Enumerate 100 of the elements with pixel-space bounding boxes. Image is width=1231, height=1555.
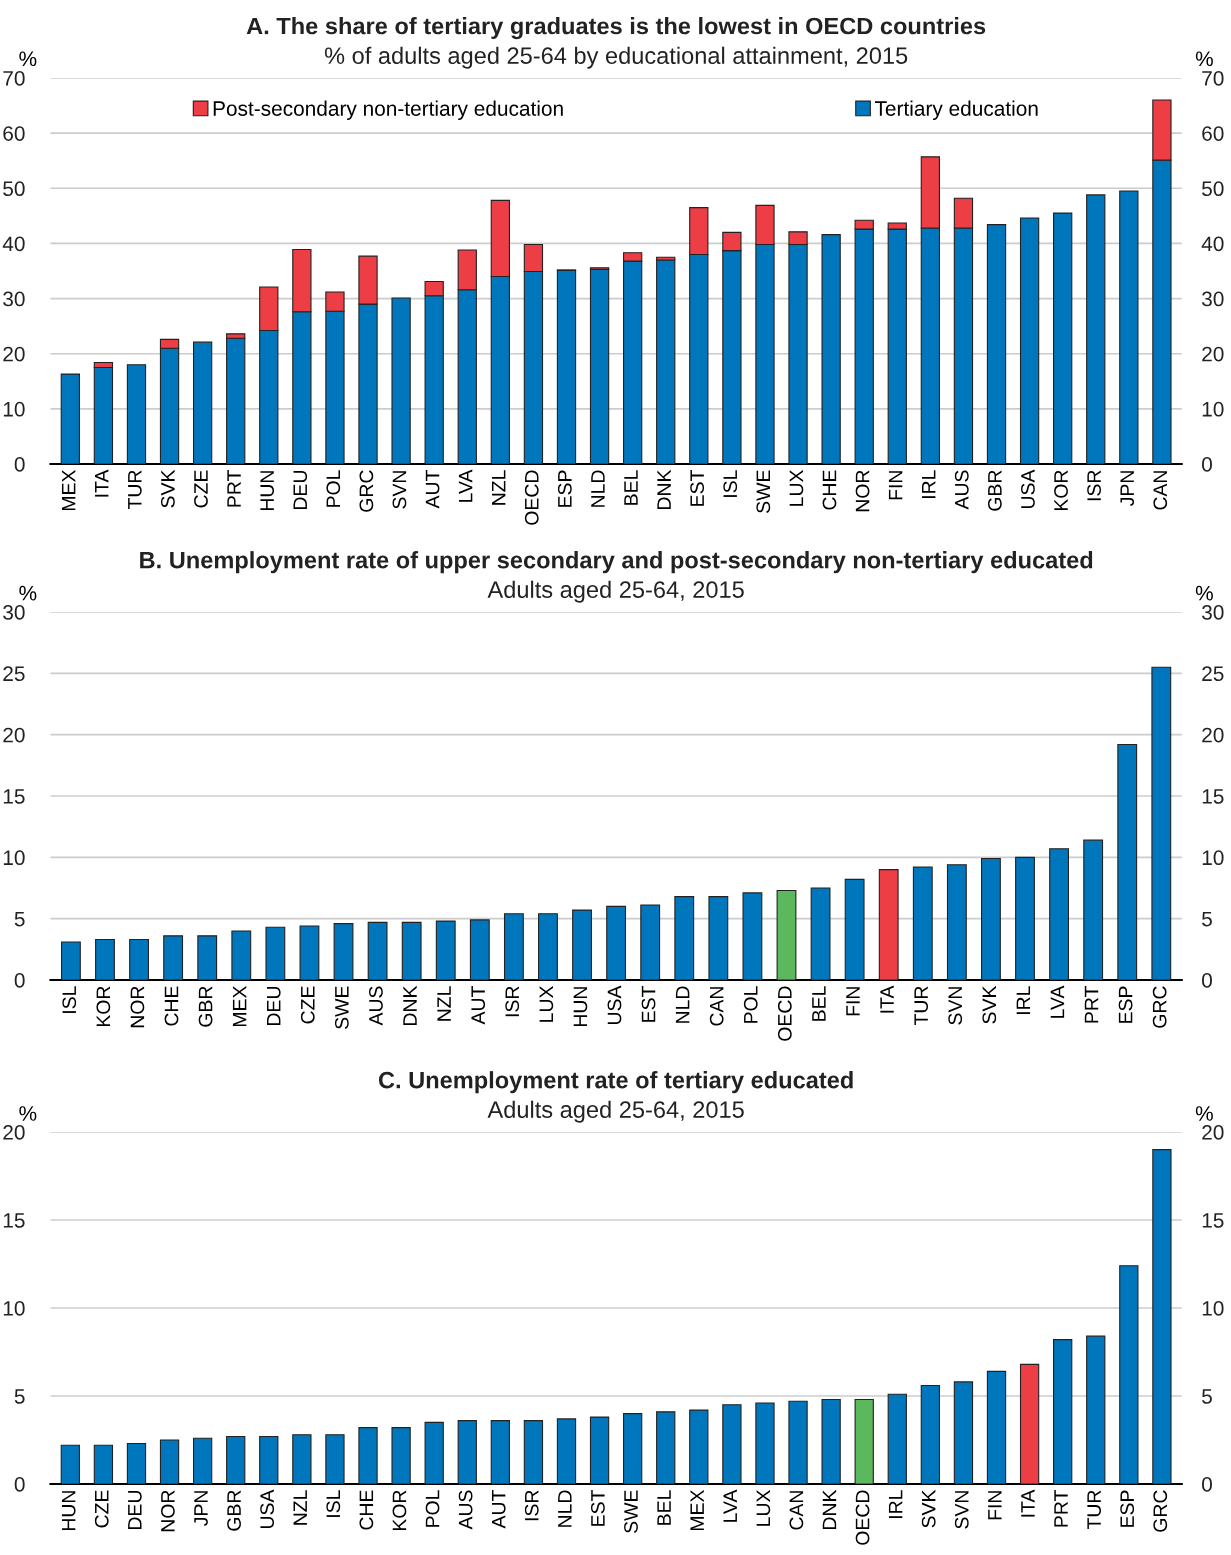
x-tick-label: POL	[326, 470, 341, 507]
x-tick-label: ISL	[326, 1490, 341, 1517]
bar	[1086, 194, 1106, 464]
x-tick-label: DNK	[403, 985, 417, 1026]
x-tick-label: IRL	[1016, 986, 1031, 1015]
bar	[656, 259, 676, 464]
x-tick-label: SVK	[161, 469, 175, 508]
x-tick-label: CHE	[822, 470, 837, 510]
x-tick-label: LVA	[723, 1489, 737, 1522]
x-tick-label: EST	[591, 1490, 605, 1526]
x-tick-label: CZE	[94, 1490, 109, 1528]
bar	[572, 909, 592, 980]
y2-tick-label: 5	[1202, 911, 1212, 927]
x-tick-label: GBR	[987, 470, 1002, 511]
x-tick-label: PRT	[227, 470, 241, 507]
bar	[325, 1434, 345, 1484]
bar	[1015, 856, 1035, 980]
x-tick-label: BEL	[624, 470, 638, 505]
x-tick-label: ISL	[723, 470, 738, 497]
x-tick-label: AUS	[458, 1490, 473, 1530]
x-tick-label: NOR	[855, 470, 870, 512]
x-tick-label: LUX	[789, 469, 804, 506]
x-tick-label: TUR	[914, 986, 929, 1026]
y-axis-title: %	[19, 51, 37, 67]
y2-tick-label: 20	[1202, 1125, 1224, 1140]
bar	[556, 269, 577, 464]
x-tick-label: CAN	[709, 987, 724, 1026]
x-tick-label: MEX	[232, 985, 247, 1027]
x-tick-label: GRC	[359, 470, 374, 512]
x-tick-label: SVK	[982, 985, 997, 1024]
x-tick-label: NLD	[591, 470, 605, 507]
bar	[163, 935, 184, 980]
x-tick-label: ESP	[1118, 986, 1133, 1023]
y2-axis-title: %	[1195, 51, 1213, 67]
bar	[589, 268, 610, 464]
bar	[192, 1437, 213, 1484]
x-tick-label: GRC	[1152, 986, 1167, 1028]
x-tick-label: AUS	[369, 986, 383, 1026]
bar	[1117, 743, 1138, 980]
x-tick-label: NZL	[293, 1490, 307, 1525]
x-tick-label: GBR	[227, 1490, 241, 1531]
bar	[424, 1421, 444, 1484]
bar	[333, 923, 354, 980]
x-tick-label: SVN	[392, 471, 407, 509]
bar	[490, 1420, 510, 1484]
bar	[674, 896, 695, 980]
y-tick-label: 5	[14, 911, 25, 927]
x-tick-label: OECD	[855, 1490, 870, 1545]
bar	[226, 1435, 246, 1484]
bar	[95, 938, 115, 980]
bar	[986, 224, 1007, 464]
bar	[810, 887, 831, 980]
y-tick-label: 20	[3, 1125, 25, 1140]
x-tick-label: KOR	[1054, 470, 1068, 511]
x-tick-label: SWE	[756, 470, 771, 513]
x-tick-label: CHE	[359, 1490, 374, 1530]
bar	[391, 1427, 411, 1484]
bar	[469, 919, 490, 980]
x-tick-label: ITA	[1021, 1489, 1035, 1517]
y2-tick-label: 20	[1202, 346, 1224, 362]
y2-tick-label: 5	[1202, 1389, 1212, 1404]
x-tick-label: FIN	[888, 471, 903, 500]
bar	[1152, 1149, 1172, 1484]
x-tick-label: SVN	[948, 987, 963, 1025]
x-tick-label: HUN	[260, 471, 275, 511]
x-tick-label: ISR	[505, 986, 520, 1017]
bar	[538, 913, 558, 980]
y2-tick-label: 30	[1202, 605, 1224, 620]
x-tick-label: IRL	[888, 1490, 903, 1519]
x-tick-label: DEU	[267, 987, 281, 1026]
x-tick-label: GBR	[198, 986, 213, 1027]
y2-tick-label: 30	[1202, 291, 1224, 307]
bar	[292, 1434, 312, 1484]
bar	[640, 904, 661, 980]
y2-tick-label: 20	[1202, 727, 1224, 743]
bar	[435, 920, 456, 980]
bar	[912, 866, 933, 980]
x-tick-label: SWE	[624, 1490, 638, 1533]
bar	[503, 913, 524, 980]
bar	[722, 1404, 742, 1484]
bar	[878, 869, 899, 980]
bar	[742, 892, 763, 980]
x-tick-label: ESP	[557, 470, 572, 507]
x-tick-label: ISL	[62, 986, 77, 1013]
legend-label: Post-secondary non-tertiary education	[213, 100, 563, 121]
x-tick-label: KOR	[96, 986, 111, 1027]
bar	[1083, 839, 1104, 980]
x-tick-label: ITA	[880, 985, 894, 1013]
x-tick-label: JPN	[194, 1491, 208, 1526]
chart-title: C. Unemployment rate of tertiary educated	[378, 1071, 853, 1094]
x-tick-label: TUR	[128, 470, 142, 510]
bar	[197, 935, 218, 980]
bar	[1151, 666, 1172, 980]
x-tick-label: JPN	[1120, 471, 1135, 506]
x-tick-label: EST	[641, 986, 656, 1022]
bar	[556, 1418, 577, 1484]
bar	[887, 1393, 907, 1484]
chart-subtitle: Adults aged 25-64, 2015	[487, 1100, 744, 1123]
x-tick-label: BEL	[657, 1490, 671, 1525]
x-tick-label: HUN	[573, 987, 588, 1027]
